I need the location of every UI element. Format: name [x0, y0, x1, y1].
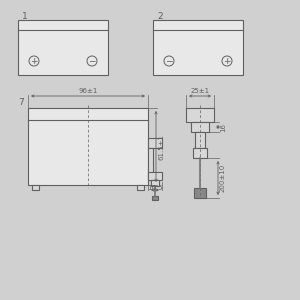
Bar: [191, 122, 209, 132]
Text: 200±10: 200±10: [220, 164, 226, 192]
Bar: [148, 172, 162, 180]
Bar: [193, 148, 207, 158]
Text: +: +: [30, 56, 38, 65]
Bar: [153, 20, 243, 75]
Circle shape: [87, 56, 97, 66]
Text: +: +: [223, 56, 231, 65]
Bar: [152, 196, 158, 200]
Circle shape: [222, 56, 232, 66]
Text: 16: 16: [220, 122, 226, 131]
Bar: [151, 180, 159, 186]
Text: 61.5±1: 61.5±1: [159, 134, 165, 160]
Bar: [195, 132, 205, 148]
Bar: [148, 148, 153, 180]
Text: 7: 7: [18, 98, 24, 107]
Text: −: −: [165, 56, 173, 65]
Text: 2: 2: [157, 12, 163, 21]
Text: 10.5: 10.5: [147, 185, 163, 191]
Bar: [137, 185, 144, 190]
Circle shape: [164, 56, 174, 66]
Text: 1: 1: [22, 12, 28, 21]
Bar: [32, 185, 39, 190]
Text: 25±1: 25±1: [190, 88, 210, 94]
Text: 96±1: 96±1: [78, 88, 98, 94]
Bar: [148, 138, 162, 148]
Bar: [186, 108, 214, 122]
Bar: [194, 188, 206, 198]
Bar: [28, 108, 148, 185]
Text: −: −: [88, 56, 96, 65]
Circle shape: [29, 56, 39, 66]
Bar: [18, 20, 108, 75]
